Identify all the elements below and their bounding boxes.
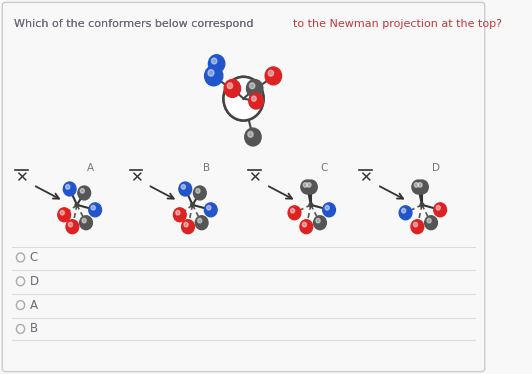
Circle shape: [418, 183, 422, 187]
Circle shape: [290, 208, 295, 213]
Circle shape: [195, 216, 208, 230]
Circle shape: [65, 185, 70, 189]
Circle shape: [223, 77, 263, 120]
Circle shape: [211, 58, 217, 64]
Circle shape: [420, 203, 424, 207]
FancyBboxPatch shape: [2, 2, 485, 372]
Text: C: C: [321, 163, 328, 173]
Circle shape: [58, 208, 71, 222]
Circle shape: [288, 206, 301, 220]
Circle shape: [246, 80, 263, 97]
Circle shape: [181, 220, 194, 234]
Circle shape: [309, 203, 313, 207]
Circle shape: [402, 208, 406, 213]
Circle shape: [304, 180, 317, 194]
Circle shape: [80, 188, 85, 193]
Circle shape: [181, 185, 186, 189]
Circle shape: [173, 208, 186, 222]
Circle shape: [265, 67, 281, 85]
Circle shape: [184, 222, 188, 227]
Circle shape: [268, 70, 273, 76]
Text: ✕: ✕: [359, 171, 372, 186]
Circle shape: [414, 183, 419, 187]
Circle shape: [204, 203, 217, 217]
Text: D: D: [30, 275, 39, 288]
Circle shape: [325, 205, 329, 210]
Text: D: D: [431, 163, 439, 173]
Circle shape: [245, 128, 261, 146]
Text: Which of the conformers below correspond: Which of the conformers below correspond: [14, 19, 257, 29]
Circle shape: [412, 180, 425, 194]
Circle shape: [250, 83, 255, 89]
Circle shape: [197, 218, 202, 223]
Circle shape: [224, 80, 240, 97]
Circle shape: [307, 183, 311, 187]
Circle shape: [82, 218, 86, 223]
Text: Which of the conformers below correspond: Which of the conformers below correspond: [14, 19, 257, 29]
Circle shape: [425, 216, 437, 230]
Circle shape: [75, 203, 79, 207]
Text: A: A: [87, 163, 94, 173]
Text: A: A: [30, 298, 38, 312]
Circle shape: [303, 183, 307, 187]
Circle shape: [208, 70, 214, 76]
Circle shape: [415, 180, 428, 194]
Circle shape: [89, 203, 102, 217]
Circle shape: [411, 220, 424, 234]
Circle shape: [190, 203, 194, 207]
Circle shape: [66, 220, 79, 234]
Circle shape: [60, 211, 64, 215]
Circle shape: [300, 220, 313, 234]
Circle shape: [413, 222, 418, 227]
Text: C: C: [30, 251, 38, 264]
Circle shape: [302, 222, 306, 227]
Circle shape: [176, 211, 180, 215]
Text: B: B: [30, 322, 38, 335]
Text: to the Newman projection at the top?: to the Newman projection at the top?: [293, 19, 502, 29]
Text: B: B: [203, 163, 210, 173]
Circle shape: [316, 218, 320, 223]
Circle shape: [323, 203, 336, 217]
Circle shape: [207, 205, 211, 210]
Circle shape: [80, 216, 93, 230]
Circle shape: [78, 186, 90, 200]
Circle shape: [427, 218, 431, 223]
Circle shape: [209, 55, 225, 73]
Circle shape: [436, 205, 440, 210]
Text: ✕: ✕: [130, 171, 143, 186]
Circle shape: [227, 83, 232, 89]
Circle shape: [399, 206, 412, 220]
Circle shape: [69, 222, 72, 227]
Circle shape: [179, 182, 192, 196]
Circle shape: [194, 186, 206, 200]
Circle shape: [223, 77, 263, 120]
Circle shape: [248, 131, 253, 137]
Text: ✕: ✕: [15, 171, 28, 186]
Circle shape: [252, 96, 256, 101]
Circle shape: [434, 203, 446, 217]
Circle shape: [91, 205, 95, 210]
Text: ✕: ✕: [248, 171, 261, 186]
Circle shape: [313, 216, 326, 230]
Circle shape: [301, 180, 313, 194]
Circle shape: [63, 182, 76, 196]
Circle shape: [249, 93, 263, 109]
Circle shape: [196, 188, 200, 193]
Circle shape: [205, 66, 223, 86]
